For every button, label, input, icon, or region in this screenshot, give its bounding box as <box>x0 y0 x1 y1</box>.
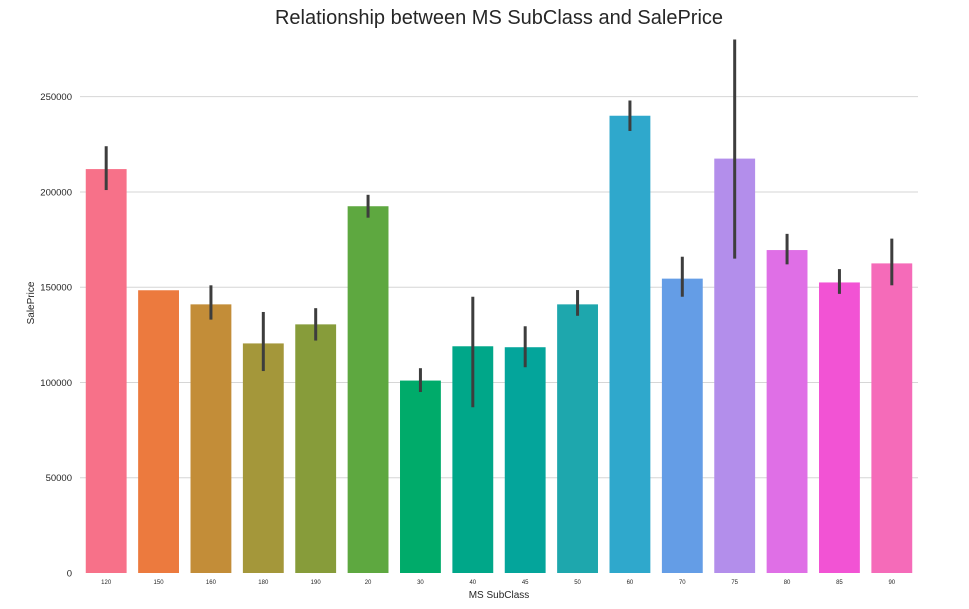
x-tick-label: 160 <box>206 580 217 586</box>
bar <box>871 263 913 573</box>
y-tick-label: 50000 <box>46 473 72 484</box>
error-bars <box>104 39 894 408</box>
bar <box>504 347 546 573</box>
y-tick-label: 100000 <box>40 378 72 389</box>
chart-title: Relationship between MS SubClass and Sal… <box>275 7 723 29</box>
bar <box>609 115 651 573</box>
x-tick-label: 30 <box>417 580 424 586</box>
bar <box>347 206 389 573</box>
x-tick-label: 90 <box>888 580 895 586</box>
x-tick-label: 70 <box>679 580 686 586</box>
bar <box>85 169 127 573</box>
y-axis-label: SalePrice <box>26 281 37 324</box>
bar <box>138 290 179 573</box>
x-axis-ticks: 120 150 160 180 190 20 30 40 45 50 60 70 75 80 85 90 <box>101 580 896 586</box>
y-tick-label: 0 <box>67 569 72 580</box>
x-tick-label: 80 <box>784 580 791 586</box>
y-tick-label: 200000 <box>40 187 72 198</box>
x-axis-label: MS SubClass <box>469 590 530 601</box>
y-axis-ticks: 0 50000 100000 150000 200000 250000 <box>40 92 72 579</box>
bar <box>400 380 441 573</box>
x-tick-label: 60 <box>627 580 634 586</box>
y-tick-label: 250000 <box>40 92 72 103</box>
x-tick-label: 180 <box>258 580 269 586</box>
x-tick-label: 50 <box>574 580 581 586</box>
x-tick-label: 150 <box>154 580 165 586</box>
x-tick-label: 120 <box>101 580 112 586</box>
bar <box>295 324 337 573</box>
y-tick-label: 150000 <box>40 283 72 294</box>
bar <box>766 250 808 573</box>
x-tick-label: 45 <box>522 580 529 586</box>
bar <box>557 304 598 573</box>
bar <box>661 278 703 573</box>
bars <box>85 115 913 573</box>
x-tick-label: 40 <box>469 580 476 586</box>
bar <box>819 282 860 573</box>
x-tick-label: 20 <box>365 580 372 586</box>
x-tick-label: 85 <box>836 580 843 586</box>
bar <box>190 304 232 573</box>
x-tick-label: 190 <box>311 580 322 586</box>
bar <box>242 343 284 573</box>
x-tick-label: 75 <box>731 580 738 586</box>
